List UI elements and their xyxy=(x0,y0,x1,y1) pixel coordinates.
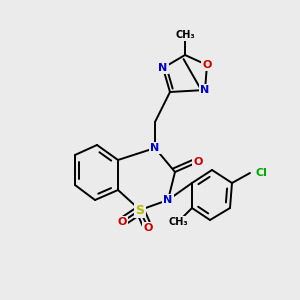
Text: O: O xyxy=(202,60,212,70)
Text: O: O xyxy=(143,223,153,233)
Text: Cl: Cl xyxy=(255,168,267,178)
Text: N: N xyxy=(158,63,168,73)
Text: O: O xyxy=(193,157,203,167)
Text: N: N xyxy=(200,85,210,95)
Text: O: O xyxy=(117,217,127,227)
Text: CH₃: CH₃ xyxy=(175,30,195,40)
Text: CH₃: CH₃ xyxy=(168,217,188,227)
Text: N: N xyxy=(164,195,172,205)
Text: N: N xyxy=(150,143,160,153)
Text: S: S xyxy=(136,203,145,217)
